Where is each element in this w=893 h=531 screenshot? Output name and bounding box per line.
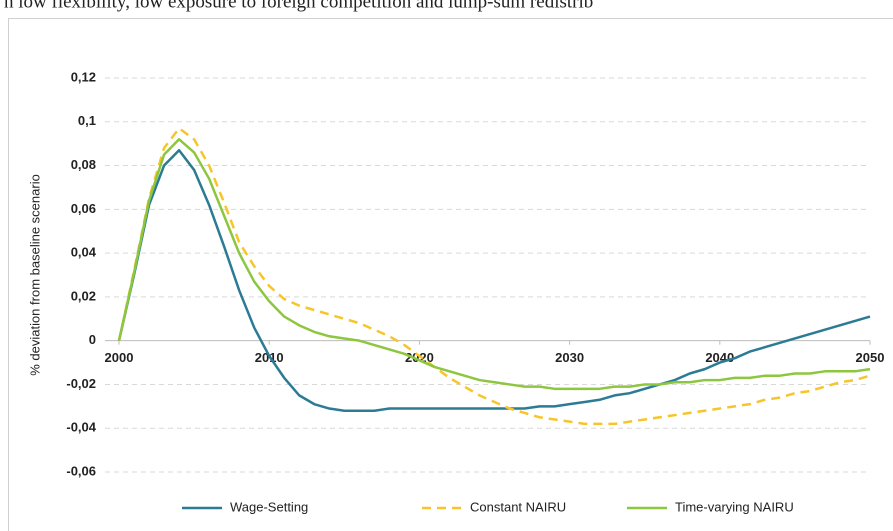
y-axis-label: % deviation from baseline scenario: [27, 174, 42, 376]
y-tick-label: -0,04: [66, 420, 96, 435]
y-tick-label: 0,02: [71, 288, 96, 303]
series-line: [117, 138, 871, 391]
legend-label: Wage-Setting: [230, 499, 308, 514]
y-tick-label: -0,02: [66, 376, 96, 391]
series-line: [117, 127, 871, 426]
x-tick-label: 2030: [555, 350, 584, 365]
y-tick-label: 0,1: [78, 113, 96, 128]
y-tick-label: -0,06: [66, 463, 96, 478]
y-tick-label: 0,12: [71, 69, 96, 84]
x-tick-label: 2000: [105, 350, 134, 365]
chart-frame: [8, 18, 893, 531]
legend-label: Time-varying NAIRU: [675, 499, 794, 514]
caption: h low flexibility, low exposure to forei…: [4, 0, 593, 12]
y-tick-label: 0,06: [71, 201, 96, 216]
legend-label: Constant NAIRU: [470, 499, 566, 514]
y-tick-label: 0: [89, 332, 96, 347]
y-tick-label: 0,04: [71, 245, 97, 260]
x-tick-label: 2020: [405, 350, 434, 365]
series-line: [117, 148, 871, 412]
y-tick-label: 0,08: [71, 157, 96, 172]
x-tick-label: 2050: [856, 350, 885, 365]
